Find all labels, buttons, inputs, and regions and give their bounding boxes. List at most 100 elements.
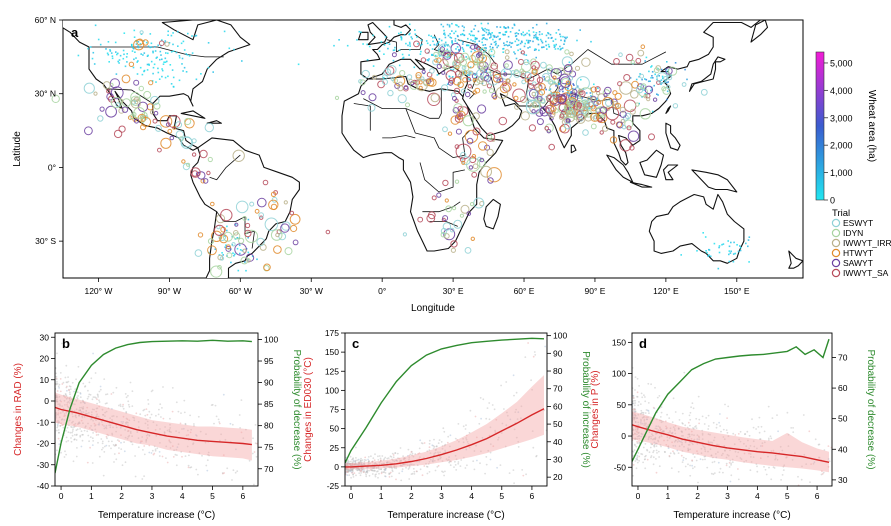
wheat-area-point [451, 40, 453, 42]
wheat-area-point [131, 43, 133, 46]
wheat-area-point [588, 98, 590, 100]
wheat-area-point [527, 41, 530, 44]
sample-point [78, 422, 81, 425]
sample-point [700, 447, 703, 450]
sample-point [412, 455, 415, 458]
wheat-area-point [554, 45, 556, 47]
trial-site-marker [210, 201, 215, 207]
sample-point [358, 469, 361, 471]
sample-point [82, 411, 85, 414]
wheat-area-point [453, 54, 456, 57]
plot-area-c [345, 337, 547, 485]
trial-site-marker [549, 83, 560, 94]
sample-point [359, 469, 361, 471]
sample-point [87, 434, 90, 437]
sample-point [475, 444, 477, 447]
sample-point [75, 434, 78, 436]
sample-point [63, 394, 65, 397]
wheat-area-point [238, 244, 241, 247]
sample-point [715, 456, 718, 459]
sample-point [638, 401, 640, 403]
sample-point [389, 455, 392, 458]
trial-site-marker [152, 118, 158, 124]
wheat-area-point [150, 60, 153, 63]
sample-point [114, 443, 117, 446]
sample-cloud-c [345, 342, 547, 485]
trial-site-marker [164, 41, 170, 47]
wheat-area-point [459, 39, 462, 42]
wheat-area-point [183, 66, 186, 69]
wheat-area-point [226, 225, 228, 228]
sample-point [709, 448, 712, 451]
sample-point [349, 463, 351, 466]
sample-point [743, 461, 745, 463]
sample-point [755, 463, 758, 465]
sample-point [672, 397, 675, 400]
sample-point [107, 440, 110, 443]
sample-point [107, 434, 110, 437]
y-left-tick-label: -50 [614, 462, 627, 472]
y-right-tick-label: 40 [838, 444, 848, 454]
sample-point [635, 467, 638, 470]
y-left-tick-label: 10 [40, 375, 50, 385]
wheat-area-point [151, 80, 154, 82]
wheat-area-point [519, 42, 522, 45]
sample-point [355, 467, 358, 469]
landmass-taiwan [665, 105, 672, 114]
sample-point [636, 431, 639, 434]
sample-point [532, 446, 535, 449]
sample-point [455, 458, 458, 461]
sample-point [494, 429, 496, 432]
sample-point [441, 447, 444, 450]
sample-point [652, 463, 655, 466]
sample-point [180, 451, 183, 453]
landmass-madagascar [483, 198, 501, 230]
sample-point [449, 460, 452, 463]
sample-point [738, 438, 740, 441]
wheat-area-point [539, 84, 542, 87]
sample-point [454, 464, 457, 466]
wheat-area-point [386, 42, 388, 44]
sample-point [660, 406, 663, 408]
wheat-area-point [650, 66, 652, 68]
sample-point [65, 395, 68, 397]
sample-point [108, 445, 111, 447]
country-border-0 [105, 88, 154, 104]
sample-point [89, 427, 91, 429]
sample-point [113, 453, 116, 455]
sample-point [57, 409, 60, 412]
wheat-area-point [447, 34, 450, 37]
sample-point [62, 423, 64, 426]
sample-point [58, 421, 60, 424]
wheat-area-point [468, 33, 471, 35]
sample-point [79, 392, 82, 395]
sample-point [403, 457, 406, 460]
sample-point [687, 463, 689, 466]
wheat-area-point [515, 57, 518, 60]
trial-site-marker [472, 127, 481, 136]
sample-point [171, 445, 174, 448]
sample-point [81, 415, 83, 418]
wheat-area-point [467, 44, 470, 47]
sample-point [134, 455, 137, 457]
wheat-area-point [570, 91, 572, 93]
sample-point [382, 462, 385, 465]
sample-point [680, 454, 683, 457]
trial-site-marker [154, 124, 162, 132]
sample-point [96, 402, 98, 405]
sample-point [358, 468, 360, 471]
sample-point [182, 427, 185, 430]
sample-point [517, 440, 520, 443]
trial-site-marker [191, 152, 197, 157]
sample-point [454, 460, 456, 463]
sample-point [657, 440, 660, 443]
x-tick-label: 1 [665, 491, 670, 501]
y-left-axis-label-c: Changes in ED030 (°C) [303, 357, 314, 462]
sample-point [71, 430, 74, 432]
longitude-tick-label: 90° E [585, 286, 606, 296]
sample-point [718, 444, 720, 447]
sample-point [174, 453, 177, 456]
sample-point [171, 387, 174, 389]
sample-point [654, 438, 656, 441]
